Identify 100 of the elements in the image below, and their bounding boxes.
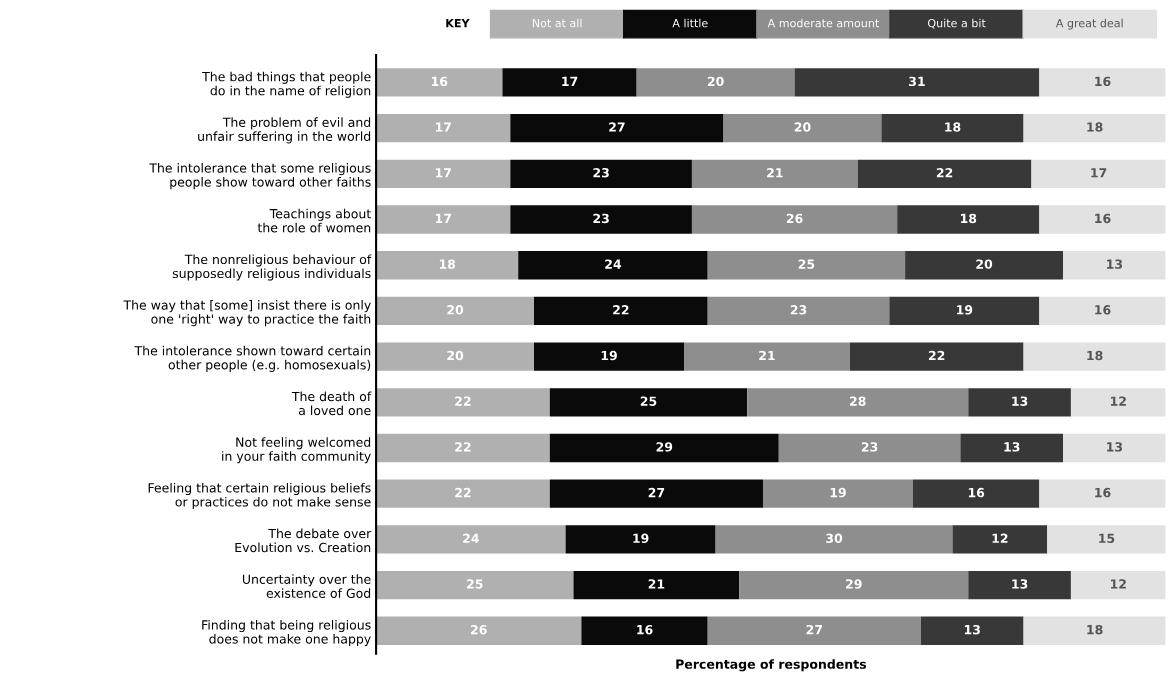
data-label: 18 — [960, 213, 977, 224]
data-label: 24 — [605, 259, 622, 269]
data-label: 18 — [439, 259, 456, 269]
text: Not at all — [532, 18, 582, 28]
bar — [549, 388, 748, 417]
bar — [376, 479, 550, 508]
data-label: 18 — [1087, 350, 1103, 361]
text: A moderate amount — [767, 18, 879, 28]
bar — [376, 388, 550, 417]
y-tick-label: The nonreligious behaviour of supposedly religious individuals — [172, 254, 372, 281]
legend-title: KEY — [446, 19, 470, 28]
bar — [707, 251, 906, 280]
data-label: 12 — [1111, 579, 1126, 589]
data-label: 23 — [593, 168, 609, 178]
bar — [1023, 616, 1166, 645]
bar — [905, 251, 1064, 280]
y-tick-label: Uncertainty over the existence of God — [242, 574, 371, 598]
data-label: 13 — [1107, 259, 1123, 269]
y-tick-label: The debate over Evolution vs. Creation — [235, 528, 372, 553]
bar — [778, 433, 961, 463]
data-label: 22 — [455, 396, 471, 406]
bar — [849, 342, 1024, 371]
data-label: 16 — [1095, 487, 1111, 498]
bar — [502, 68, 637, 97]
bar — [376, 342, 535, 371]
data-label: 16 — [637, 624, 653, 635]
bar — [707, 616, 921, 645]
data-label: 17 — [435, 213, 451, 223]
data-label: 20 — [447, 305, 464, 315]
data-label: 12 — [992, 533, 1008, 543]
data-label: 17 — [435, 122, 451, 132]
bar — [960, 433, 1064, 463]
bar — [794, 68, 1040, 97]
y-tick-label: The problem of evil and unfair suffering in the world — [198, 117, 371, 144]
bar — [1070, 570, 1166, 600]
data-label: 12 — [1111, 396, 1126, 406]
bar — [1063, 433, 1166, 463]
bar — [376, 296, 535, 326]
data-label: 23 — [790, 305, 807, 315]
bar — [691, 159, 858, 188]
bar — [376, 251, 519, 280]
data-label: 19 — [633, 533, 649, 543]
data-label: 22 — [928, 350, 945, 361]
data-label: 13 — [1107, 442, 1123, 452]
bar — [684, 342, 850, 371]
text: Quite a bit — [928, 18, 986, 29]
data-label: 13 — [1012, 579, 1028, 589]
bar — [376, 205, 511, 234]
data-label: 13 — [964, 624, 980, 635]
data-label: 17 — [1091, 168, 1107, 178]
data-label: 25 — [467, 579, 483, 589]
data-label: 16 — [431, 76, 448, 87]
bar — [1070, 388, 1166, 417]
bar — [913, 479, 1040, 508]
bar — [1023, 342, 1166, 371]
bar — [1039, 296, 1166, 326]
data-label: 13 — [1012, 396, 1028, 406]
bar — [952, 525, 1048, 554]
y-tick-label: Not feeling welcomed in your faith community — [222, 437, 371, 464]
data-label: 20 — [707, 76, 724, 87]
bar — [920, 616, 1024, 645]
bar — [1031, 159, 1166, 188]
bar — [889, 296, 1040, 326]
data-label: 25 — [798, 259, 815, 269]
bar — [636, 68, 795, 97]
data-label: 22 — [455, 442, 471, 452]
bar — [549, 433, 779, 463]
bar — [534, 296, 708, 326]
bar — [376, 68, 503, 97]
bar — [968, 570, 1071, 600]
data-label: 22 — [936, 168, 953, 178]
bar — [510, 159, 692, 188]
bar — [1047, 525, 1166, 554]
data-label: 19 — [957, 305, 973, 315]
data-label: 24 — [463, 533, 479, 543]
data-label: 18 — [1087, 624, 1103, 635]
bar — [881, 113, 1024, 143]
data-label: 26 — [786, 213, 803, 224]
data-label: 27 — [648, 487, 665, 498]
bar — [581, 616, 708, 645]
bar — [968, 388, 1071, 417]
bar — [376, 159, 511, 188]
data-label: 16 — [1095, 76, 1111, 87]
data-label: 23 — [593, 213, 609, 224]
bar — [573, 570, 740, 600]
data-label: 23 — [861, 442, 878, 452]
bar — [376, 113, 511, 143]
bar — [1039, 68, 1166, 97]
y-tick-label: Feeling that certain religious beliefs or practices do not make sense — [148, 482, 371, 509]
y-tick-label: The bad things that people do in the name of religion — [202, 71, 371, 98]
bar — [739, 570, 969, 600]
data-label: 27 — [806, 624, 823, 635]
data-label: 16 — [1095, 305, 1111, 315]
data-label: 17 — [435, 168, 451, 178]
text: A little — [672, 18, 708, 28]
bar — [549, 479, 763, 508]
data-label: 26 — [471, 624, 487, 635]
bar — [376, 616, 582, 645]
data-label: 20 — [447, 350, 464, 361]
y-tick-label: The intolerance that some religious people show toward other faiths — [149, 163, 371, 190]
